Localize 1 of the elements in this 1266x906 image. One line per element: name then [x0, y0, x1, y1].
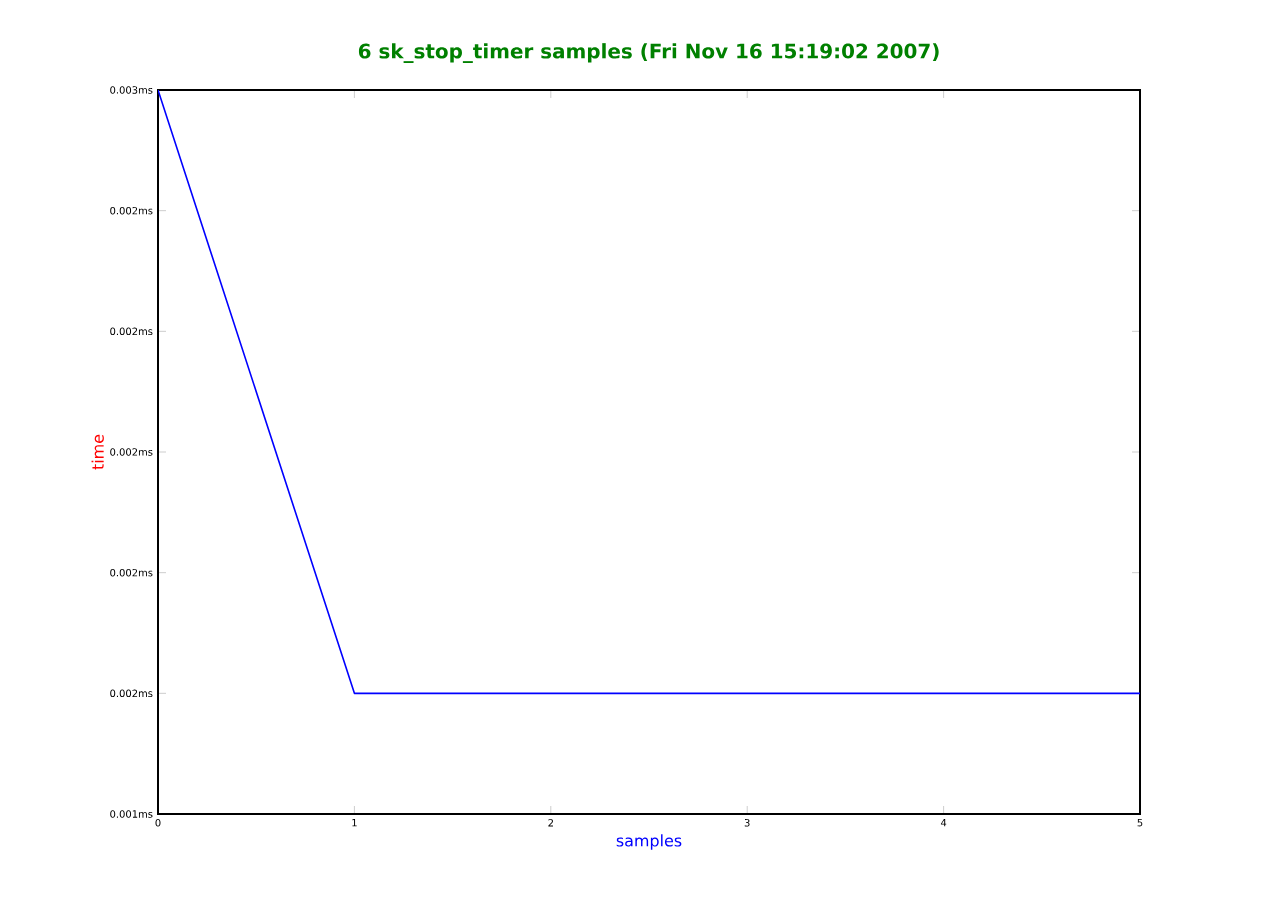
- chart-title: 6 sk_stop_timer samples (Fri Nov 16 15:19:02 2007): [358, 43, 939, 63]
